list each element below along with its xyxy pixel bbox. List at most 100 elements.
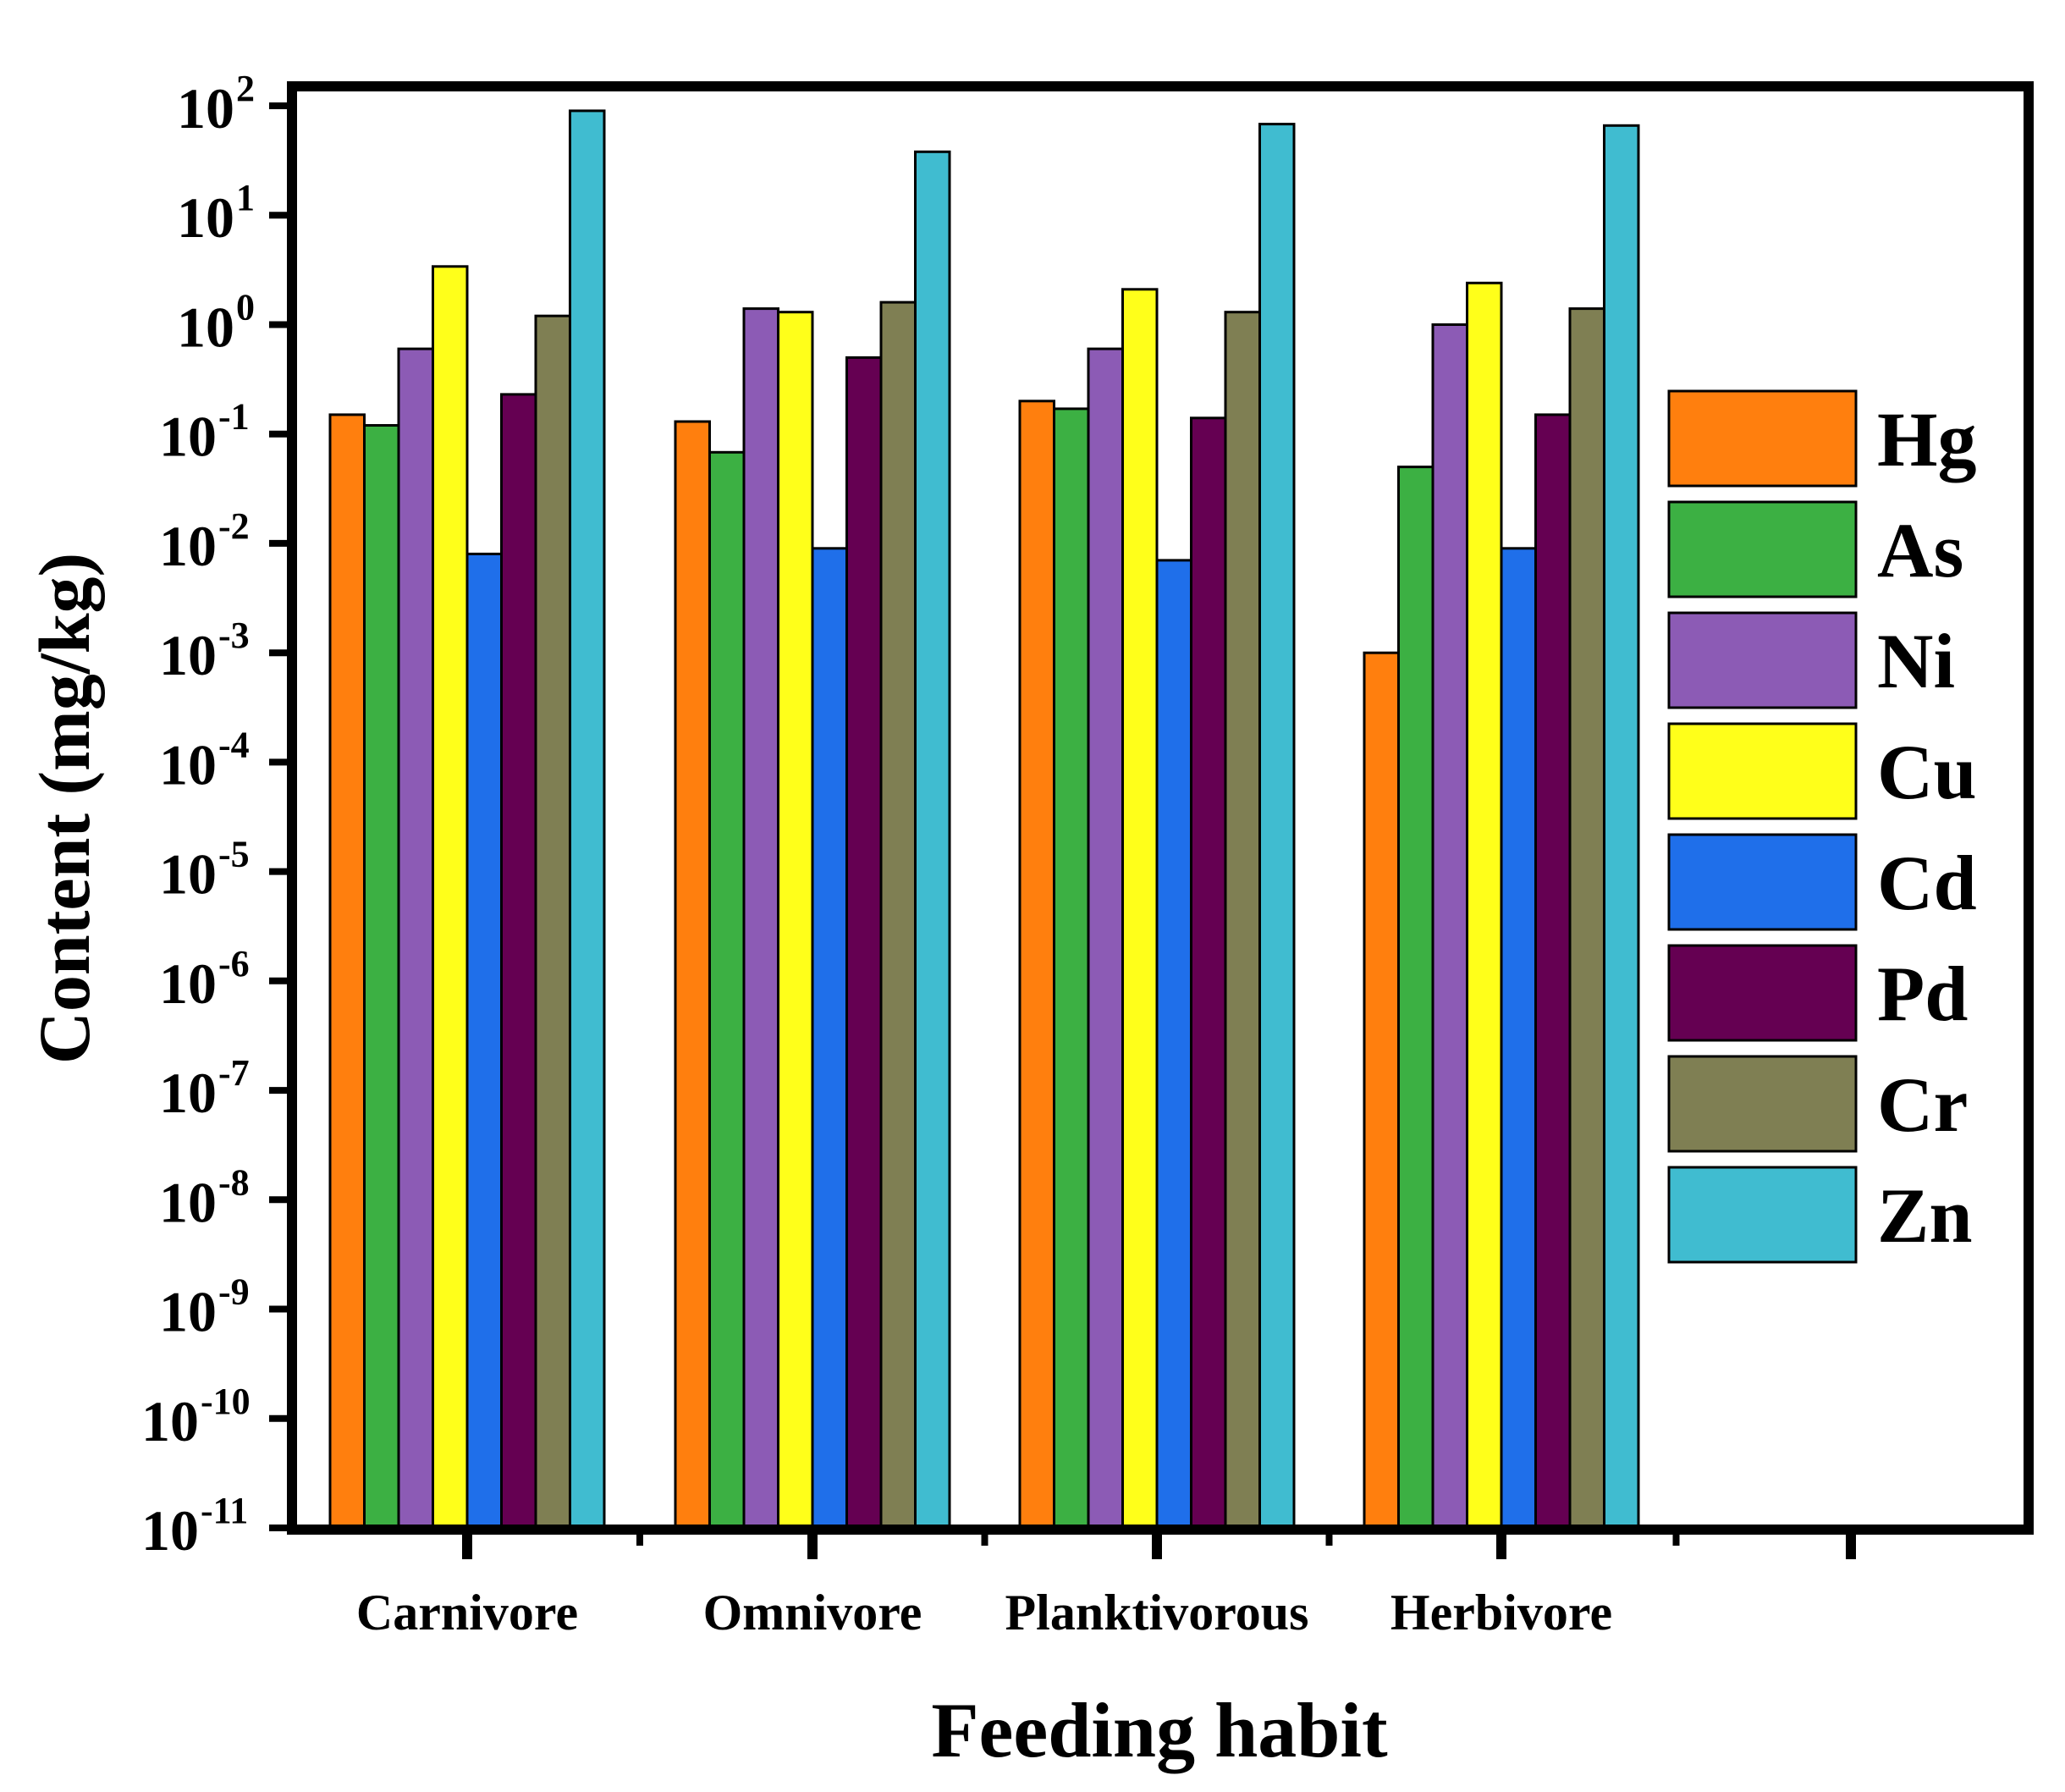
y-tick-label: 10 -6 <box>159 943 250 1016</box>
y-tick-label: 10 -4 <box>159 724 250 797</box>
y-tick-exponent: 2 <box>236 68 255 109</box>
legend-item-cu: Cu <box>1667 722 1977 820</box>
y-tick-base: 10 <box>141 1389 199 1453</box>
y-tick-exponent: -2 <box>218 505 250 547</box>
x-tick-label-planktivorous: Planktivorous <box>1005 1585 1309 1640</box>
x-tick-label-herbivore: Herbivore <box>1390 1585 1612 1640</box>
y-tick-label: 10 -11 <box>141 1490 248 1563</box>
legend-label: Cu <box>1877 729 1977 815</box>
x-tick-label-carnivore: Carnivore <box>356 1585 578 1640</box>
y-axis-label: Content (mg/kg) <box>24 553 105 1064</box>
x-axis-label: Feeding habit <box>931 1687 1388 1773</box>
bar-zn-omnivore <box>914 150 951 1530</box>
legend-swatch <box>1667 611 1858 709</box>
legend-swatch <box>1667 1166 1858 1264</box>
y-tick-exponent: -6 <box>218 943 250 984</box>
legend-swatch <box>1667 944 1858 1042</box>
y-tick-exponent: -10 <box>201 1381 251 1422</box>
bar-hg-carnivore <box>328 413 366 1530</box>
bar-as-herbivore <box>1397 466 1434 1530</box>
legend-item-pd: Pd <box>1667 944 1968 1042</box>
bar-as-carnivore <box>363 424 400 1530</box>
bar-pd-omnivore <box>845 356 883 1530</box>
legend-label: Ni <box>1877 618 1955 704</box>
bar-cd-planktivorous <box>1155 559 1192 1530</box>
legend-label: Hg <box>1877 396 1977 482</box>
y-tick-exponent: 0 <box>236 287 255 328</box>
legend-swatch <box>1667 389 1858 488</box>
y-tick-base: 10 <box>159 405 217 469</box>
y-tick-base: 10 <box>177 185 234 250</box>
legend-label: Zn <box>1877 1172 1973 1259</box>
x-tick-label-omnivore: Omnivore <box>703 1585 922 1640</box>
bar-cu-herbivore <box>1466 281 1503 1530</box>
y-tick-exponent: -8 <box>218 1161 250 1203</box>
bar-zn-carnivore <box>569 109 606 1530</box>
bar-cd-carnivore <box>465 552 503 1530</box>
bars-layer <box>328 109 1640 1530</box>
y-tick-exponent: -4 <box>218 724 250 765</box>
bar-cr-omnivore <box>879 301 917 1530</box>
legend: Hg As Ni Cu Cd Pd Cr Zn <box>1667 389 1977 1264</box>
y-tick-base: 10 <box>177 76 234 141</box>
bar-pd-carnivore <box>500 393 537 1530</box>
bar-zn-herbivore <box>1603 124 1640 1530</box>
bar-ni-omnivore <box>742 307 779 1530</box>
bar-pd-planktivorous <box>1190 416 1227 1530</box>
bar-cu-planktivorous <box>1121 288 1159 1530</box>
legend-label: Cr <box>1877 1061 1968 1148</box>
y-tick-label: 10 -2 <box>159 505 250 578</box>
legend-swatch <box>1667 1055 1858 1153</box>
legend-swatch <box>1667 500 1858 598</box>
bar-cr-planktivorous <box>1224 311 1261 1530</box>
bar-hg-omnivore <box>674 420 711 1530</box>
y-tick-label: 10 0 <box>177 287 255 360</box>
y-tick-base: 10 <box>159 514 217 578</box>
bar-ni-planktivorous <box>1087 347 1124 1530</box>
y-tick-base: 10 <box>159 1061 217 1125</box>
y-tick-exponent: -7 <box>218 1052 250 1094</box>
legend-item-ni: Ni <box>1667 611 1955 709</box>
y-tick-label: 10 -1 <box>159 396 250 469</box>
bar-as-planktivorous <box>1053 407 1090 1530</box>
y-tick-label: 10 -8 <box>159 1161 250 1234</box>
bar-cr-carnivore <box>534 314 571 1530</box>
bar-cr-herbivore <box>1568 307 1605 1530</box>
y-tick-exponent: -9 <box>218 1271 250 1313</box>
y-tick-base: 10 <box>159 732 217 797</box>
bar-cd-omnivore <box>811 547 848 1530</box>
y-tick-exponent: -1 <box>218 396 250 438</box>
legend-swatch <box>1667 722 1858 820</box>
y-tick-base: 10 <box>159 623 217 687</box>
legend-label: As <box>1877 507 1963 593</box>
y-tick-label: 10 -10 <box>141 1381 251 1453</box>
legend-item-cd: Cd <box>1667 833 1977 931</box>
y-tick-base: 10 <box>177 295 234 360</box>
y-tick-base: 10 <box>159 1280 217 1344</box>
y-tick-exponent: -11 <box>201 1490 248 1531</box>
y-tick-label: 10 -3 <box>159 615 250 687</box>
bar-ni-carnivore <box>397 347 434 1530</box>
y-tick-exponent: -3 <box>218 615 250 656</box>
legend-label: Cd <box>1877 840 1977 926</box>
bar-hg-herbivore <box>1363 651 1400 1530</box>
y-tick-label: 10 2 <box>177 68 255 141</box>
legend-item-as: As <box>1667 500 1963 598</box>
y-tick-base: 10 <box>159 951 217 1016</box>
bar-as-omnivore <box>708 450 746 1530</box>
y-tick-exponent: -5 <box>218 834 250 875</box>
legend-item-cr: Cr <box>1667 1055 1968 1153</box>
bar-hg-planktivorous <box>1018 400 1055 1530</box>
y-tick-label: 10 -5 <box>159 834 250 907</box>
legend-swatch <box>1667 833 1858 931</box>
y-tick-label: 10 -9 <box>159 1271 250 1344</box>
y-tick-label: 10 -7 <box>159 1052 250 1125</box>
bar-cd-herbivore <box>1500 547 1537 1530</box>
y-tick-exponent: 1 <box>236 177 255 218</box>
bar-pd-herbivore <box>1534 413 1572 1530</box>
bar-zn-planktivorous <box>1258 123 1296 1530</box>
y-tick-label: 10 1 <box>177 177 255 250</box>
